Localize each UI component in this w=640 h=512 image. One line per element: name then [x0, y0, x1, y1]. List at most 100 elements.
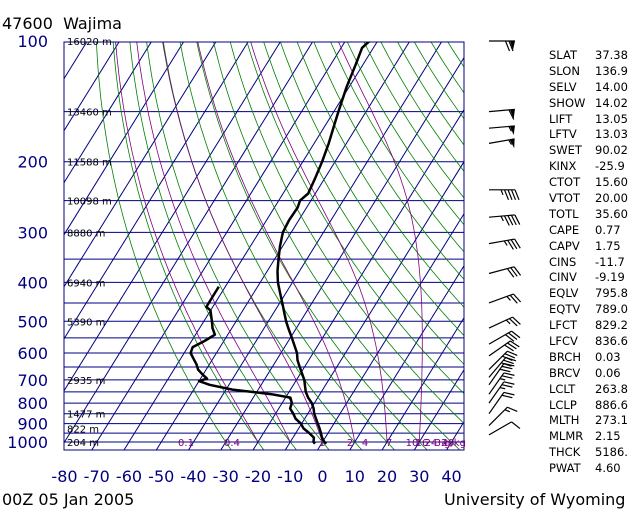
isotherm-line — [252, 108, 464, 450]
dry-adiabat — [313, 42, 464, 280]
wind-barb — [488, 330, 521, 345]
mixing-ratio-label: 4 — [362, 438, 368, 449]
index-value: 136.9 — [595, 63, 628, 78]
dry-adiabat — [296, 42, 464, 308]
index-name: SHOW — [549, 95, 586, 110]
index-row: TOTL 35.60 — [549, 207, 639, 223]
dry-adiabat — [330, 42, 464, 253]
temperature-tick-label: -80 — [51, 467, 77, 486]
temperature-tick-label: 30 — [409, 467, 429, 486]
index-value: 37.38 — [595, 48, 628, 62]
index-value: 273.1 — [595, 413, 628, 428]
index-row: BRCV 0.06 — [549, 366, 639, 382]
isotherm-line — [64, 42, 313, 444]
isotherm-line — [188, 42, 442, 450]
index-name: BRCV — [549, 365, 581, 380]
dry-adiabat — [280, 42, 464, 337]
dry-adiabat — [146, 42, 330, 450]
index-name: CTOT — [549, 175, 581, 190]
wind-barb — [488, 316, 521, 329]
index-name: SELV — [549, 79, 577, 94]
index-row: CINS -11.7 — [549, 255, 639, 271]
dry-adiabat — [229, 42, 464, 425]
dry-adiabat — [346, 42, 464, 226]
isotherm-line — [64, 42, 184, 236]
moist-adiabat — [338, 42, 423, 442]
pressure-tick-label: 300 — [17, 223, 48, 242]
index-value: 1.75 — [595, 238, 621, 253]
isotherm-line — [413, 368, 464, 450]
index-row: VTOT 20.00 — [549, 191, 639, 207]
temperature-tick-label: 20 — [377, 467, 397, 486]
index-row: MLMR 2.15 — [549, 429, 639, 445]
isotherm-line — [64, 42, 281, 392]
index-row: BRCH 0.03 — [549, 350, 639, 366]
moist-adiabat — [162, 42, 323, 443]
height-label: 822 m — [67, 424, 99, 435]
moist-adiabat — [197, 42, 356, 443]
index-value: 795.8 — [595, 286, 628, 301]
index-value: -9.19 — [595, 270, 625, 285]
wind-barbs — [488, 40, 522, 436]
wind-barb — [488, 406, 518, 427]
wind-barb — [488, 125, 515, 136]
index-name: CAPE — [549, 222, 580, 237]
index-row: THCK 5186. — [549, 445, 639, 461]
height-label: 13460 m — [67, 108, 112, 119]
index-row: CINV -9.19 — [549, 270, 639, 286]
wind-barb — [488, 214, 521, 226]
index-value: 35.60 — [595, 206, 628, 221]
index-value: 2.15 — [595, 429, 621, 444]
dry-adiabat — [196, 42, 428, 450]
index-row: CTOT 15.60 — [549, 175, 639, 191]
index-value: 5186. — [595, 445, 628, 460]
index-row: LCLP 886.6 — [549, 398, 639, 414]
wind-barb — [488, 340, 520, 357]
index-name: LIFT — [549, 111, 573, 126]
station-id: 47600 — [2, 14, 53, 33]
index-value: 20.00 — [595, 191, 628, 206]
index-row: LFCV 836.6 — [549, 334, 639, 350]
height-label: 8880 m — [67, 228, 105, 239]
height-label: 1477 m — [67, 410, 105, 421]
index-name: SLON — [549, 63, 580, 78]
pressure-tick-label: 200 — [17, 153, 48, 172]
dry-adiabat — [246, 42, 464, 395]
wind-barb — [488, 238, 521, 250]
temperature-tick-label: 0 — [317, 467, 327, 486]
mixing-ratio-label: 1 — [319, 438, 325, 449]
temperature-tick-label: -20 — [245, 467, 271, 486]
index-name: LCLT — [549, 381, 576, 396]
mixing-ratio-label: 32 — [435, 438, 448, 449]
pressure-tick-label: 700 — [17, 371, 48, 390]
observation-time: 00Z 05 Jan 2005 — [2, 490, 135, 509]
data-source: University of Wyoming — [444, 490, 626, 509]
wind-barb — [488, 381, 515, 404]
index-name: CAPV — [549, 238, 580, 253]
isotherm-line — [91, 42, 346, 450]
height-label: 5390 m — [67, 317, 105, 328]
index-name: BRCH — [549, 349, 581, 364]
pressure-tick-label: 100 — [17, 32, 48, 51]
height-label: 6940 m — [67, 278, 105, 289]
temperature-tick-label: -70 — [84, 467, 110, 486]
index-row: CAPE 0.77 — [549, 223, 639, 239]
station-title: 47600 Wajima — [2, 14, 122, 33]
index-name: TOTL — [549, 206, 579, 221]
pressure-tick-label: 400 — [17, 273, 48, 292]
temperature-profile-line — [276, 42, 371, 445]
isotherm-line — [220, 56, 464, 450]
dry-adiabat — [129, 42, 297, 450]
index-row: EQLV 795.8 — [549, 286, 639, 302]
wind-barb — [488, 391, 515, 415]
pressure-tick-label: 800 — [17, 394, 48, 413]
height-label: 11588 m — [67, 158, 112, 169]
station-name: Wajima — [63, 14, 122, 33]
index-name: MLTH — [549, 413, 580, 428]
index-name: THCK — [549, 445, 581, 460]
index-value: 263.8 — [595, 381, 628, 396]
index-row: LIFT 13.05 — [549, 112, 639, 128]
index-name: LCLP — [549, 397, 577, 412]
index-name: VTOT — [549, 191, 580, 206]
